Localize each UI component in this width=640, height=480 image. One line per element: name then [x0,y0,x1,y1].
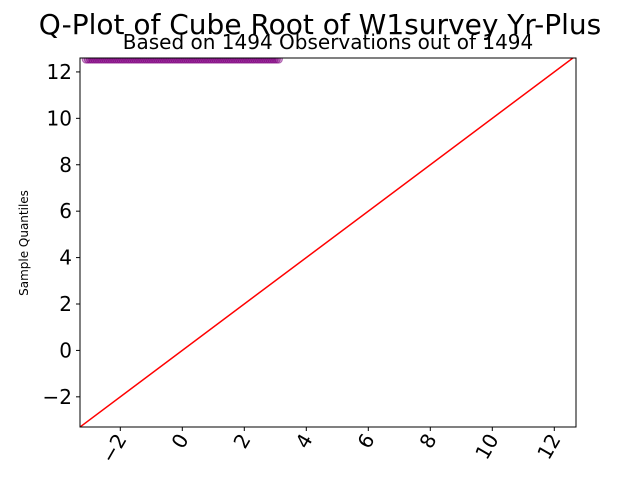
y-tick-label: 0 [59,338,72,362]
reference-line [80,58,575,427]
x-tick-label: −2 [96,430,132,468]
y-tick-label: 6 [59,199,72,223]
x-tick-label: 6 [352,430,379,453]
sample-point [273,58,283,64]
x-tick-label: 10 [470,430,504,464]
y-axis-label: Sample Quantiles [17,190,31,296]
chart-subtitle: Based on 1494 Observations out of 1494 [123,30,534,54]
x-tick-label: 4 [290,430,317,453]
y-tick-label: 2 [59,292,72,316]
y-tick-label: −2 [43,385,72,409]
x-tick-label: 8 [414,430,441,453]
y-tick-label: 10 [47,106,72,130]
y-tick-label: 12 [47,60,72,84]
x-tick-label: 12 [532,430,566,464]
x-tick-label: 2 [228,430,255,453]
x-tick-label: 0 [166,430,193,453]
y-tick-label: 4 [59,246,72,270]
plot-frame [79,57,577,428]
y-tick-label: 8 [59,153,72,177]
chart-title: Q-Plot of Cube Root of W1survey Yr-Plus [39,8,601,41]
